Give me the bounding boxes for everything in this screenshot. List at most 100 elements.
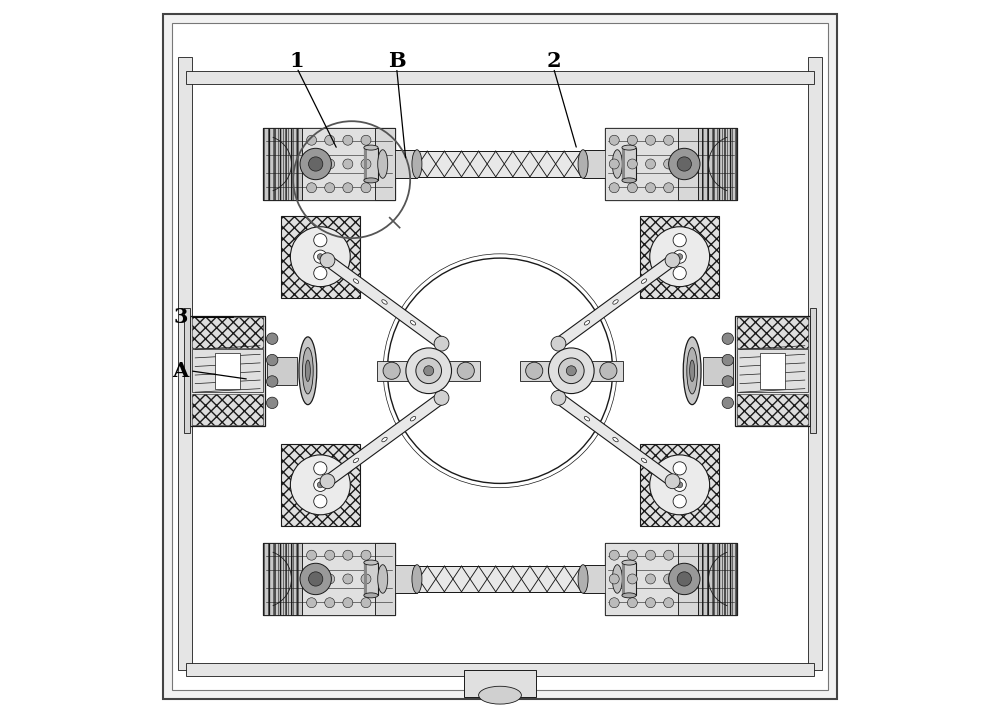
Polygon shape (555, 256, 676, 348)
Circle shape (646, 159, 656, 169)
Circle shape (526, 362, 543, 379)
Circle shape (609, 159, 619, 169)
Ellipse shape (299, 337, 317, 405)
Bar (520, 361, 554, 381)
Circle shape (677, 254, 683, 260)
Ellipse shape (479, 686, 521, 704)
Circle shape (343, 135, 353, 145)
Bar (640, 215, 719, 298)
Circle shape (664, 183, 674, 193)
Polygon shape (555, 394, 676, 486)
Circle shape (424, 366, 434, 376)
Circle shape (300, 563, 331, 595)
Bar (364, 563, 367, 595)
Circle shape (609, 597, 619, 607)
Circle shape (722, 333, 734, 344)
Circle shape (307, 159, 317, 169)
Ellipse shape (378, 150, 388, 178)
Circle shape (664, 574, 674, 584)
Ellipse shape (612, 150, 622, 178)
Circle shape (325, 135, 335, 145)
Circle shape (646, 183, 656, 193)
Bar (263, 128, 395, 200)
Bar (370, 151, 630, 177)
Circle shape (343, 183, 353, 193)
Circle shape (566, 366, 576, 376)
Ellipse shape (353, 458, 359, 463)
Bar (622, 148, 636, 180)
Circle shape (669, 148, 700, 180)
Circle shape (722, 397, 734, 409)
Circle shape (266, 333, 278, 344)
Ellipse shape (641, 458, 647, 463)
Circle shape (722, 376, 734, 387)
Ellipse shape (364, 178, 378, 183)
Ellipse shape (690, 360, 695, 381)
Bar (605, 128, 678, 200)
Text: 2: 2 (546, 51, 561, 71)
Circle shape (434, 391, 449, 405)
Bar (605, 128, 737, 200)
Circle shape (609, 550, 619, 560)
Circle shape (314, 495, 327, 508)
Circle shape (314, 267, 327, 279)
Circle shape (677, 157, 691, 171)
Ellipse shape (578, 150, 588, 178)
Circle shape (416, 358, 442, 384)
Circle shape (609, 135, 619, 145)
Bar (622, 563, 636, 595)
Bar (377, 361, 412, 381)
Ellipse shape (622, 560, 636, 565)
Ellipse shape (613, 299, 618, 304)
Ellipse shape (353, 279, 359, 283)
Bar (263, 543, 395, 615)
Circle shape (627, 550, 637, 560)
Circle shape (600, 362, 617, 379)
Bar (808, 57, 822, 670)
Circle shape (673, 267, 686, 279)
Bar (302, 128, 375, 200)
Circle shape (673, 478, 686, 491)
Text: B: B (388, 51, 405, 71)
Bar (640, 443, 719, 526)
Circle shape (650, 455, 710, 515)
Bar (810, 309, 816, 434)
Circle shape (314, 462, 327, 475)
Bar (735, 316, 810, 426)
Circle shape (406, 348, 452, 394)
Circle shape (307, 574, 317, 584)
Circle shape (307, 135, 317, 145)
Bar (583, 150, 617, 178)
Bar (215, 353, 240, 389)
Circle shape (664, 597, 674, 607)
Ellipse shape (687, 347, 698, 394)
Bar (737, 394, 808, 425)
Ellipse shape (382, 299, 387, 304)
Bar (178, 57, 192, 670)
Bar (698, 543, 737, 615)
Circle shape (673, 495, 686, 508)
Circle shape (627, 574, 637, 584)
Bar (588, 361, 623, 381)
Bar (737, 349, 808, 392)
Bar (698, 128, 737, 200)
Bar (302, 543, 375, 615)
Circle shape (320, 253, 335, 267)
Circle shape (314, 234, 327, 247)
Bar (267, 356, 297, 385)
Bar (281, 215, 360, 298)
Ellipse shape (584, 416, 590, 421)
Circle shape (266, 376, 278, 387)
Circle shape (320, 474, 335, 488)
Polygon shape (324, 256, 445, 348)
Ellipse shape (683, 337, 701, 405)
Bar (192, 394, 263, 425)
Circle shape (343, 597, 353, 607)
Circle shape (266, 354, 278, 366)
Circle shape (343, 159, 353, 169)
Ellipse shape (364, 145, 378, 150)
Ellipse shape (622, 593, 636, 597)
Ellipse shape (578, 565, 588, 593)
Circle shape (361, 135, 371, 145)
Bar (375, 543, 395, 615)
